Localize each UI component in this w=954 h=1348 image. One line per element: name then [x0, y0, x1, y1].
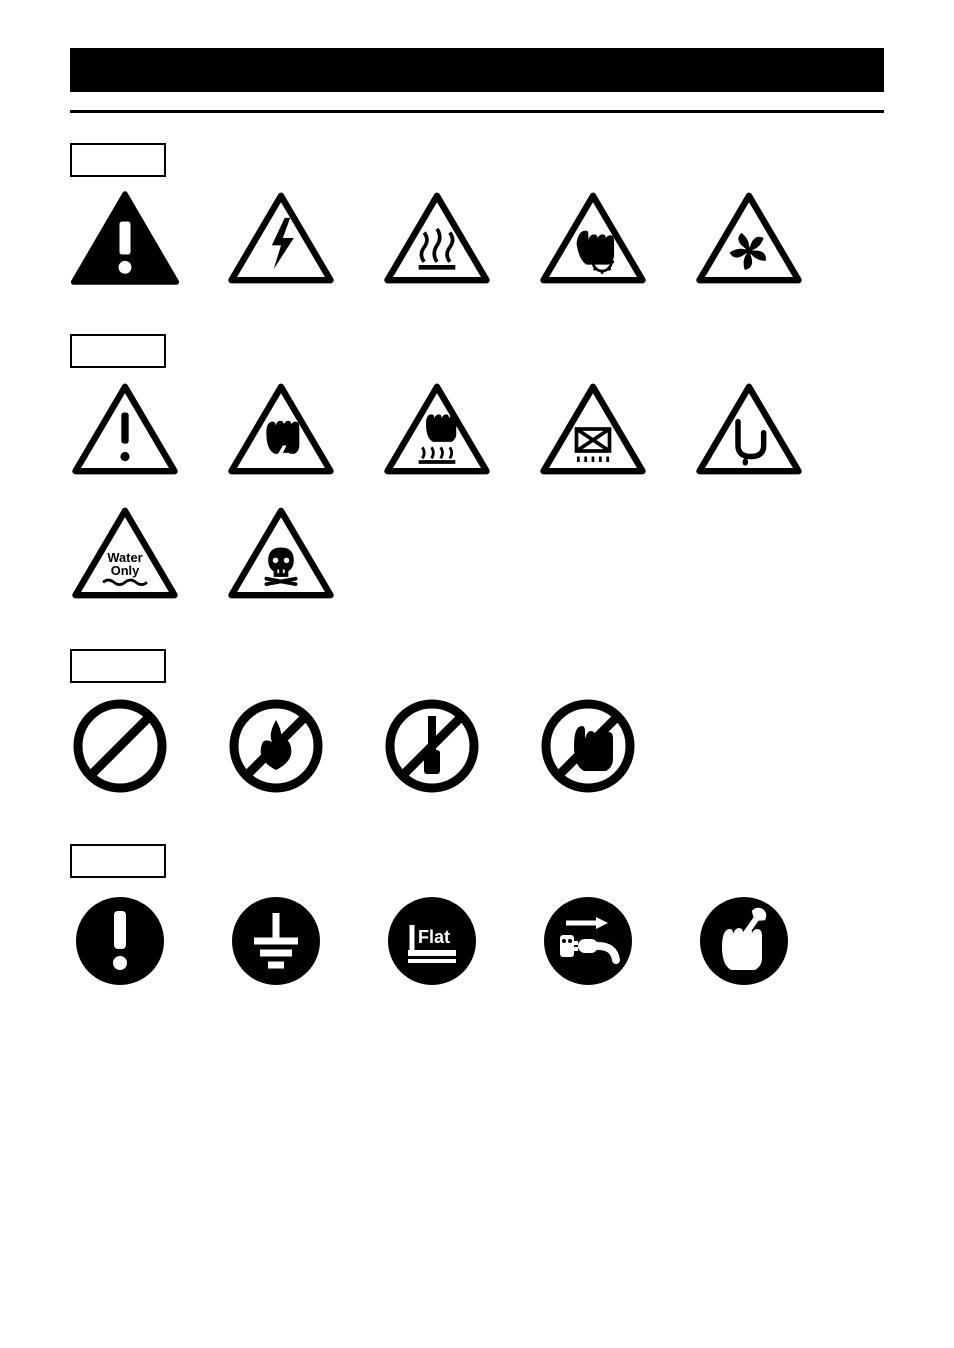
toxic-icon	[226, 505, 336, 601]
mandatory-row: Flat	[70, 891, 884, 995]
mandatory-section: Flat	[70, 844, 884, 995]
no-touch-icon	[538, 696, 638, 796]
symbol-vent	[538, 381, 648, 481]
electric-hand-icon	[226, 381, 336, 477]
burn-hand-icon	[382, 381, 492, 477]
vent-icon	[538, 381, 648, 477]
symbol-flat: Flat	[382, 891, 482, 995]
no-fire-icon	[226, 696, 326, 796]
prohibited-section	[70, 649, 884, 800]
caution-label	[70, 334, 166, 368]
general-caution-icon	[70, 381, 180, 477]
warning-label	[70, 143, 166, 177]
fan-icon	[694, 190, 804, 286]
divider-line	[70, 110, 884, 113]
symbol-hot-surface	[382, 190, 492, 290]
symbol-toxic	[226, 505, 336, 605]
symbol-service	[694, 891, 794, 995]
symbol-hand-gear	[538, 190, 648, 290]
service-icon	[694, 891, 794, 991]
symbol-unplug	[538, 891, 638, 995]
symbol-general-warning	[70, 190, 180, 290]
symbol-electric-shock	[226, 190, 336, 290]
electric-shock-icon	[226, 190, 336, 286]
warning-row	[70, 190, 884, 290]
header-bar	[70, 48, 884, 92]
symbol-burn-hand	[382, 381, 492, 481]
prohibited-row	[70, 696, 884, 800]
hand-gear-icon	[538, 190, 648, 286]
general-warning-icon	[70, 190, 180, 286]
symbol-trap	[694, 381, 804, 481]
caution-row-2: Water Only	[70, 505, 884, 605]
general-mandatory-icon	[70, 891, 170, 991]
unplug-icon	[538, 891, 638, 991]
symbol-ground	[226, 891, 326, 995]
mandatory-label	[70, 844, 166, 878]
symbol-no-touch	[538, 696, 638, 800]
hot-surface-icon	[382, 190, 492, 286]
symbol-general-prohibit	[70, 696, 170, 800]
water-only-icon: Water Only	[70, 505, 180, 601]
symbol-general-caution	[70, 381, 180, 481]
symbol-water-only: Water Only	[70, 505, 180, 605]
symbol-fan	[694, 190, 804, 290]
trap-icon	[694, 381, 804, 477]
warning-section	[70, 143, 884, 290]
no-disassemble-icon	[382, 696, 482, 796]
svg-text:Flat: Flat	[418, 927, 450, 947]
prohibited-label	[70, 649, 166, 683]
symbol-general-mandatory	[70, 891, 170, 995]
ground-icon	[226, 891, 326, 991]
symbol-electric-hand	[226, 381, 336, 481]
caution-section: Water Only	[70, 334, 884, 605]
symbol-no-disassemble	[382, 696, 482, 800]
symbol-no-fire	[226, 696, 326, 800]
general-prohibit-icon	[70, 696, 170, 796]
svg-text:Only: Only	[111, 563, 140, 578]
caution-row-1	[70, 381, 884, 481]
flat-icon: Flat	[382, 891, 482, 991]
